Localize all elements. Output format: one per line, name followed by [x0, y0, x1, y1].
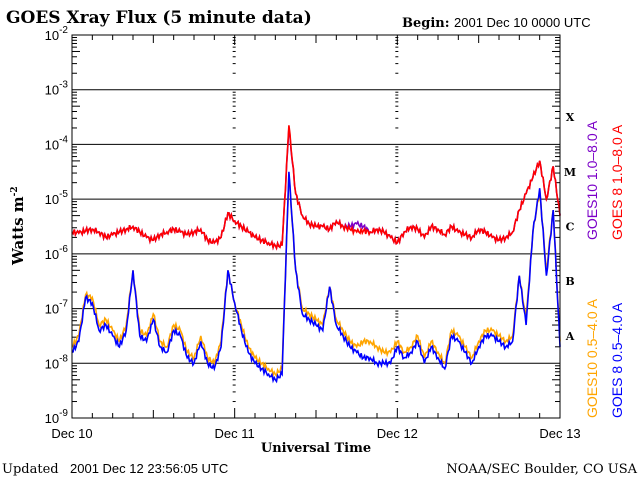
- flare-class-labels: X M C B A: [564, 111, 576, 343]
- grid-lines: [72, 89, 560, 364]
- y-tick-label: 10-2: [45, 25, 69, 43]
- y-tick-label: 10-7: [45, 299, 69, 317]
- y-axis-label: Watts m-2: [9, 186, 27, 266]
- y-tick-label: 10-9: [45, 408, 69, 426]
- data-series: [71, 125, 561, 384]
- x-tick-labels: Dec 10 Dec 11 Dec 12 Dec 13: [51, 426, 580, 441]
- x-tick-label: Dec 10: [51, 426, 92, 441]
- y-tick-labels: 10-2 10-3 10-4 10-5 10-6 10-7 10-8 10-9: [45, 25, 69, 426]
- legend-entry: GOES10 0.5–4.0 A: [584, 298, 600, 418]
- flare-class-a: A: [565, 330, 575, 343]
- y-tick-label: 10-5: [45, 189, 69, 207]
- x-tick-label: Dec 12: [377, 426, 418, 441]
- y-tick-label: 10-6: [45, 244, 69, 262]
- x-tick-label: Dec 13: [539, 426, 580, 441]
- updated-label: Updated: [2, 462, 59, 477]
- flare-class-m: M: [564, 166, 576, 179]
- legend-entry: GOES 8 1.0–8.0 A: [609, 124, 625, 240]
- updated-value: 2001 Dec 12 23:56:05 UTC: [70, 461, 228, 476]
- legend-entry: GOES10 1.0–8.0 A: [584, 120, 600, 240]
- chart-title: GOES Xray Flux (5 minute data): [6, 8, 312, 28]
- series-line-goes10-1-0-8-0-a: [71, 127, 561, 251]
- series-line-goes10-0-5-4-0-a: [71, 174, 561, 378]
- legend-entry: GOES 8 0.5–4.0 A: [609, 302, 625, 418]
- flare-class-x: X: [566, 111, 575, 124]
- y-tick-label: 10-8: [45, 353, 69, 371]
- series-line-goes-8-0-5-4-0-a: [71, 171, 561, 384]
- begin-label: Begin:: [402, 16, 450, 31]
- flare-class-c: C: [566, 221, 575, 234]
- x-axis-label: Universal Time: [261, 441, 371, 456]
- plot-frame: [71, 34, 561, 419]
- flare-class-b: B: [565, 275, 574, 288]
- begin-value: 2001 Dec 10 0000 UTC: [454, 15, 591, 30]
- credit: NOAA/SEC Boulder, CO USA: [446, 462, 637, 477]
- legend: GOES10 0.5–4.0 A GOES 8 0.5–4.0 A GOES10 1…: [584, 120, 625, 418]
- y-tick-label: 10-4: [45, 134, 69, 152]
- series-line-goes-8-1-0-8-0-a: [71, 125, 561, 251]
- x-tick-label: Dec 11: [215, 426, 255, 441]
- y-tick-label: 10-3: [45, 80, 69, 98]
